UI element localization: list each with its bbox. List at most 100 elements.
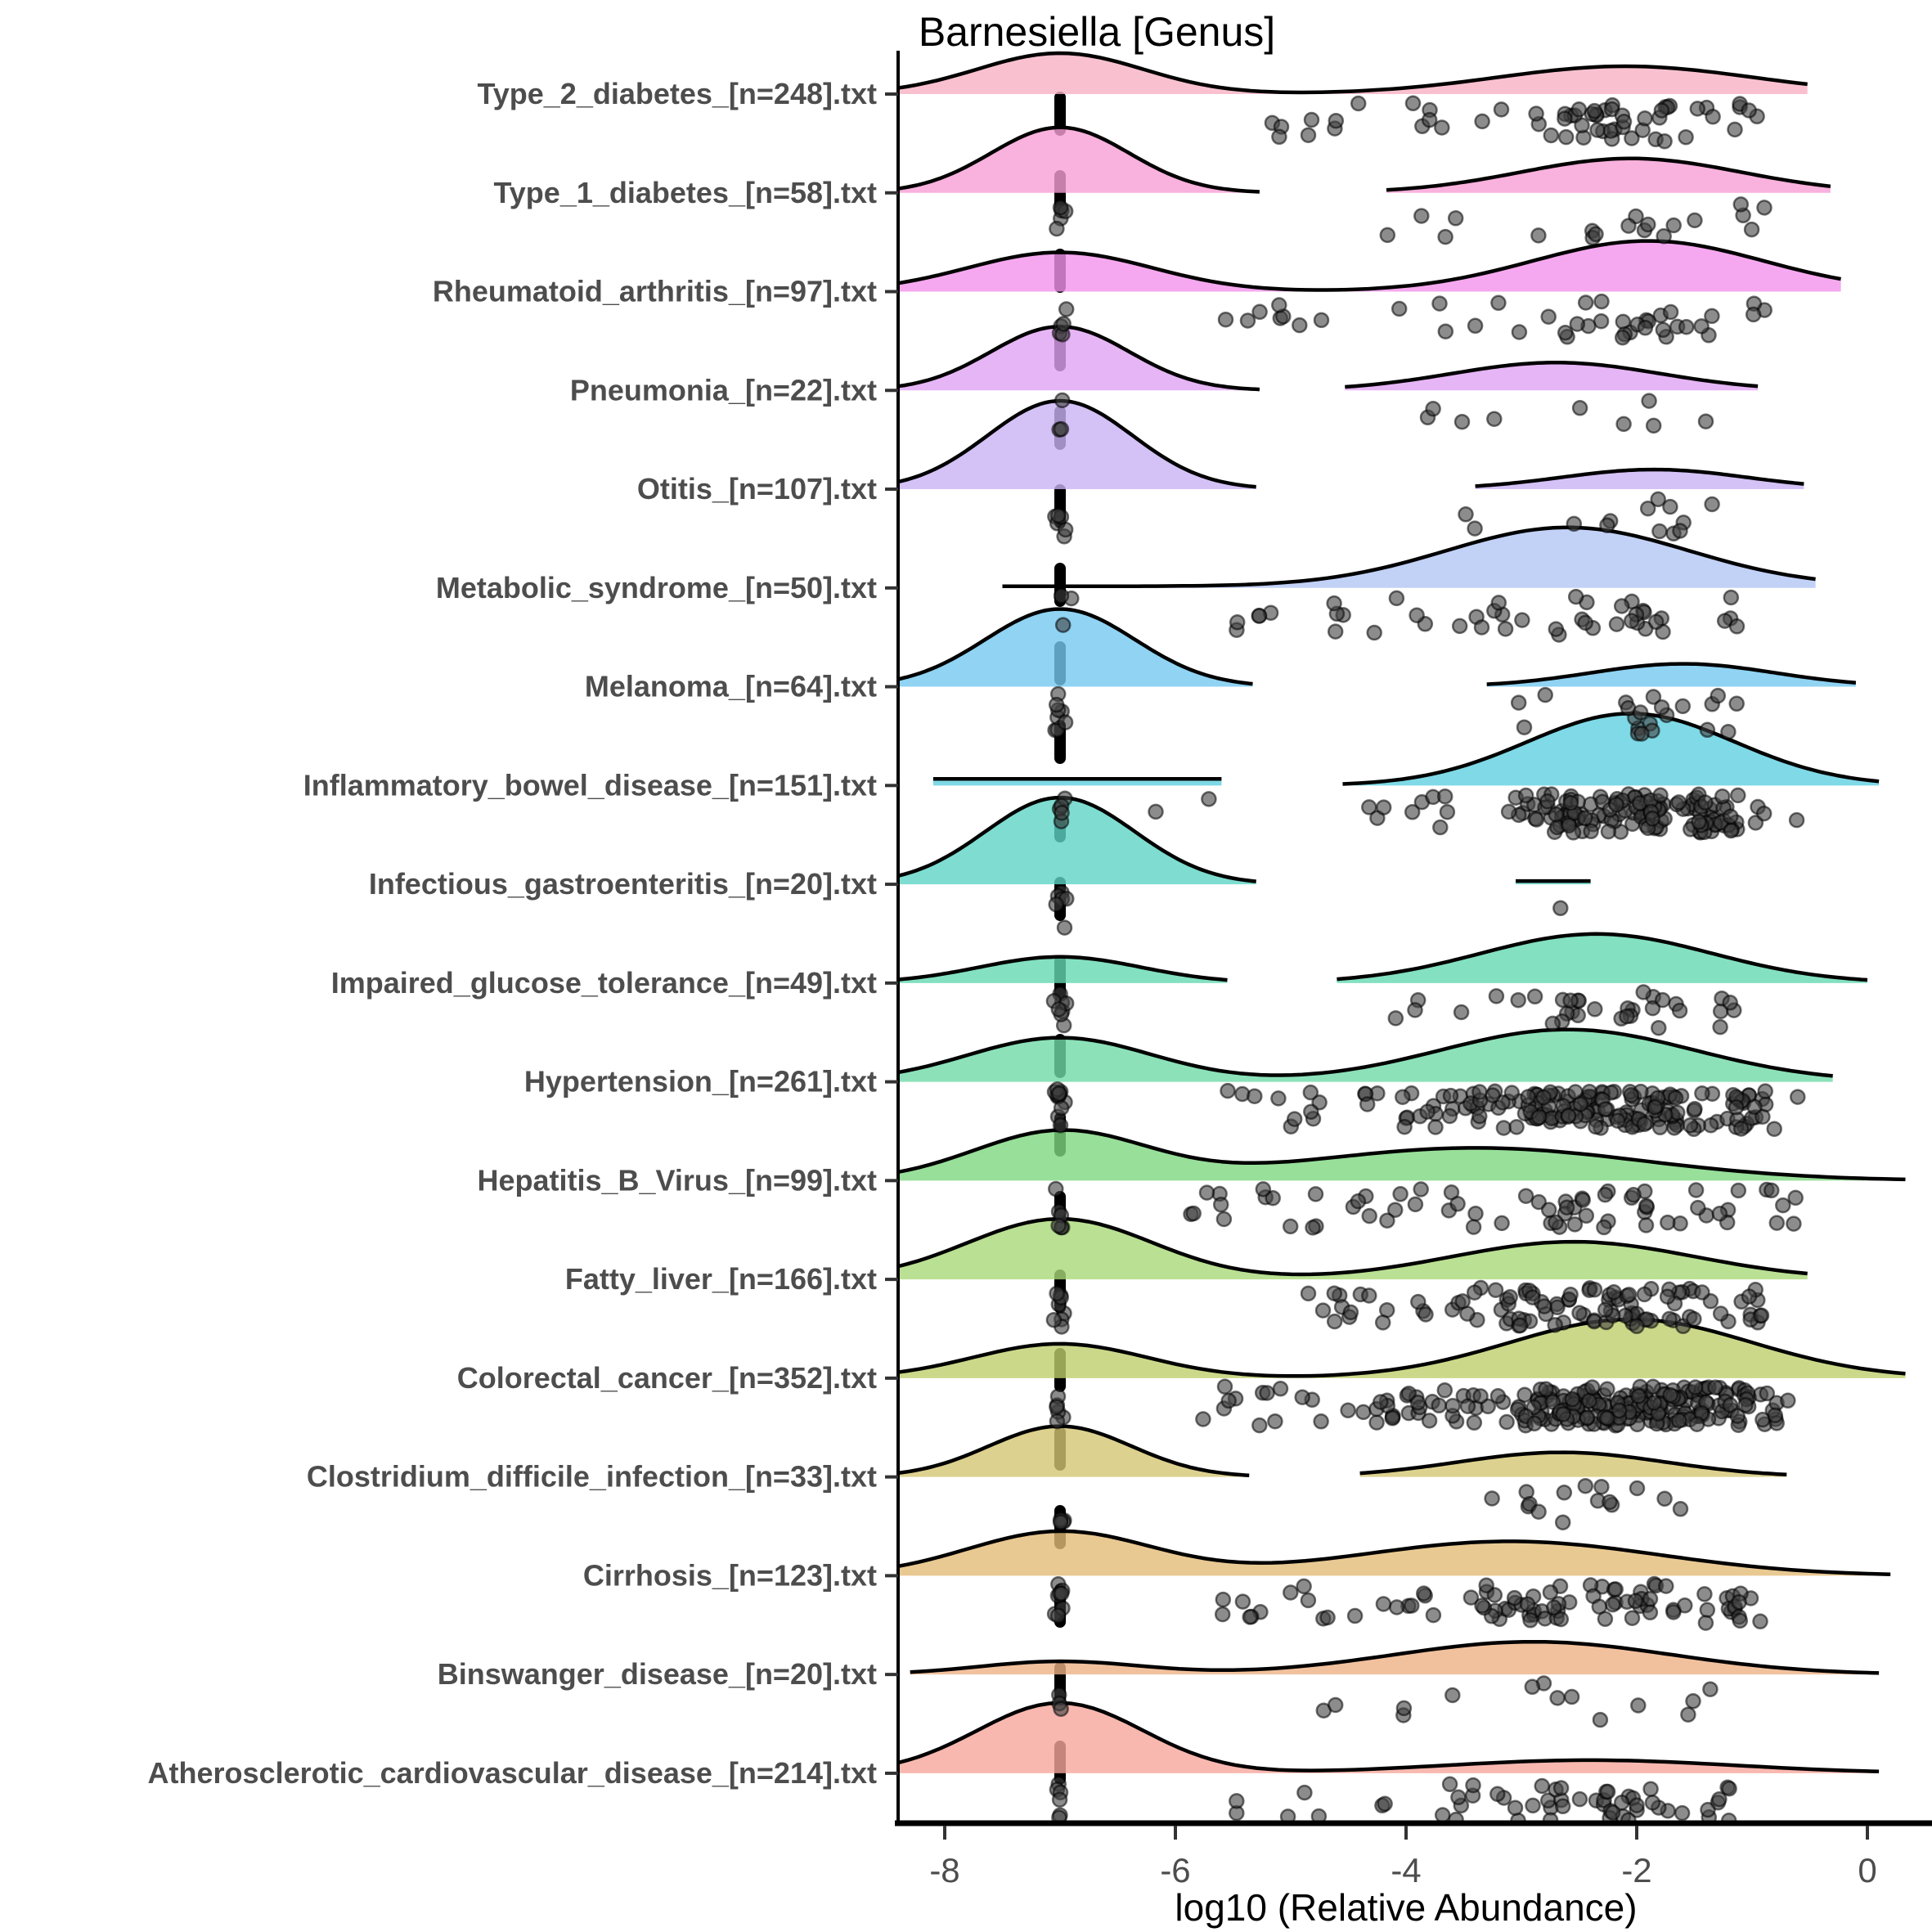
data-point bbox=[1555, 1406, 1571, 1422]
data-point bbox=[1687, 1182, 1705, 1198]
data-point bbox=[1447, 210, 1464, 227]
data-point bbox=[1239, 312, 1256, 329]
data-point bbox=[1558, 1199, 1575, 1215]
data-point bbox=[1597, 1611, 1614, 1628]
data-point bbox=[1471, 1108, 1488, 1125]
data-point bbox=[1445, 1687, 1461, 1704]
density-fill bbox=[910, 1642, 1880, 1675]
data-point bbox=[1586, 1281, 1603, 1298]
jitter-points bbox=[1051, 1675, 1719, 1728]
data-point bbox=[1051, 1809, 1067, 1823]
data-point bbox=[1279, 1808, 1296, 1823]
data-point bbox=[1296, 1784, 1313, 1801]
data-point bbox=[1270, 1090, 1287, 1107]
data-point bbox=[1741, 1288, 1758, 1305]
density-fill bbox=[1337, 933, 1867, 983]
data-point bbox=[1300, 127, 1317, 143]
data-point bbox=[1635, 984, 1651, 1000]
data-point bbox=[1728, 618, 1746, 635]
data-point bbox=[1644, 1000, 1661, 1017]
data-point bbox=[1459, 1398, 1476, 1414]
data-point bbox=[1651, 1119, 1669, 1136]
data-point bbox=[1546, 1599, 1562, 1616]
data-point bbox=[1608, 616, 1625, 632]
data-point bbox=[1638, 1197, 1655, 1215]
density-fill bbox=[1486, 663, 1856, 687]
data-point bbox=[1215, 1591, 1232, 1608]
data-point bbox=[1437, 228, 1453, 245]
density-fill bbox=[898, 1029, 1833, 1082]
data-point bbox=[1689, 101, 1706, 117]
data-point bbox=[1242, 1609, 1258, 1625]
data-point bbox=[1507, 1799, 1524, 1816]
density-outline bbox=[898, 398, 1256, 489]
data-point bbox=[1722, 995, 1738, 1011]
data-point bbox=[1536, 1298, 1552, 1314]
data-point bbox=[1522, 1612, 1539, 1629]
data-point bbox=[1543, 127, 1560, 144]
data-point bbox=[1659, 1288, 1676, 1305]
data-point bbox=[1690, 1199, 1706, 1216]
data-point bbox=[1608, 796, 1624, 813]
data-point bbox=[1326, 595, 1342, 612]
data-point bbox=[1450, 1789, 1467, 1806]
data-point bbox=[1251, 1417, 1268, 1434]
data-point bbox=[1607, 1581, 1624, 1597]
data-point bbox=[1557, 128, 1575, 146]
data-point bbox=[1697, 1615, 1714, 1631]
data-point bbox=[1409, 607, 1425, 623]
data-point bbox=[1712, 1018, 1728, 1036]
data-point bbox=[1655, 321, 1672, 339]
data-point bbox=[1557, 110, 1573, 127]
data-point bbox=[1624, 130, 1640, 146]
data-point bbox=[1562, 794, 1579, 811]
x-tick-label: -8 bbox=[929, 1851, 959, 1889]
data-point bbox=[1057, 714, 1074, 730]
data-point bbox=[1502, 1288, 1518, 1305]
data-point bbox=[1535, 1089, 1552, 1106]
data-point bbox=[1525, 1797, 1541, 1814]
data-point bbox=[1756, 200, 1772, 216]
data-point bbox=[1549, 1299, 1566, 1316]
data-point bbox=[1216, 1378, 1233, 1395]
data-point bbox=[1432, 819, 1449, 836]
data-point bbox=[1361, 1287, 1377, 1304]
data-point bbox=[1651, 523, 1668, 540]
data-point bbox=[1255, 1181, 1272, 1197]
jitter-points bbox=[1051, 293, 1772, 346]
density-outline bbox=[898, 795, 1256, 883]
data-point bbox=[1283, 1584, 1299, 1601]
data-point bbox=[1053, 1701, 1069, 1717]
data-point bbox=[1707, 1379, 1723, 1395]
y-axis-label: Impaired_glucose_tolerance_[n=49].txt bbox=[331, 966, 877, 1000]
density-fill bbox=[898, 1702, 1880, 1773]
data-point bbox=[1052, 199, 1069, 216]
ridge-row bbox=[898, 125, 1831, 194]
data-point bbox=[1409, 1394, 1427, 1411]
data-point bbox=[1662, 498, 1678, 515]
data-point bbox=[1045, 1311, 1063, 1328]
x-tick-label: -2 bbox=[1621, 1851, 1651, 1889]
data-point bbox=[1466, 1284, 1483, 1301]
data-point bbox=[1741, 102, 1757, 119]
data-point bbox=[1272, 1381, 1289, 1397]
data-point bbox=[1650, 491, 1666, 508]
data-point bbox=[1678, 318, 1695, 335]
data-point bbox=[1388, 1599, 1405, 1615]
data-point bbox=[1056, 919, 1073, 936]
data-point bbox=[1346, 1607, 1364, 1624]
data-point bbox=[1413, 208, 1430, 224]
data-point bbox=[1506, 1589, 1523, 1606]
data-point bbox=[1538, 1381, 1554, 1398]
data-point bbox=[1599, 1410, 1615, 1427]
data-point bbox=[1743, 221, 1760, 238]
data-point bbox=[1599, 517, 1615, 533]
density-outline bbox=[898, 1529, 1891, 1576]
ridge-row bbox=[898, 1701, 1880, 1774]
data-point bbox=[1449, 1196, 1466, 1212]
data-point bbox=[1355, 1404, 1372, 1421]
data-point bbox=[1548, 806, 1565, 823]
data-point bbox=[1404, 1597, 1420, 1614]
ridge-row bbox=[910, 1639, 1880, 1675]
data-point bbox=[1379, 227, 1396, 244]
